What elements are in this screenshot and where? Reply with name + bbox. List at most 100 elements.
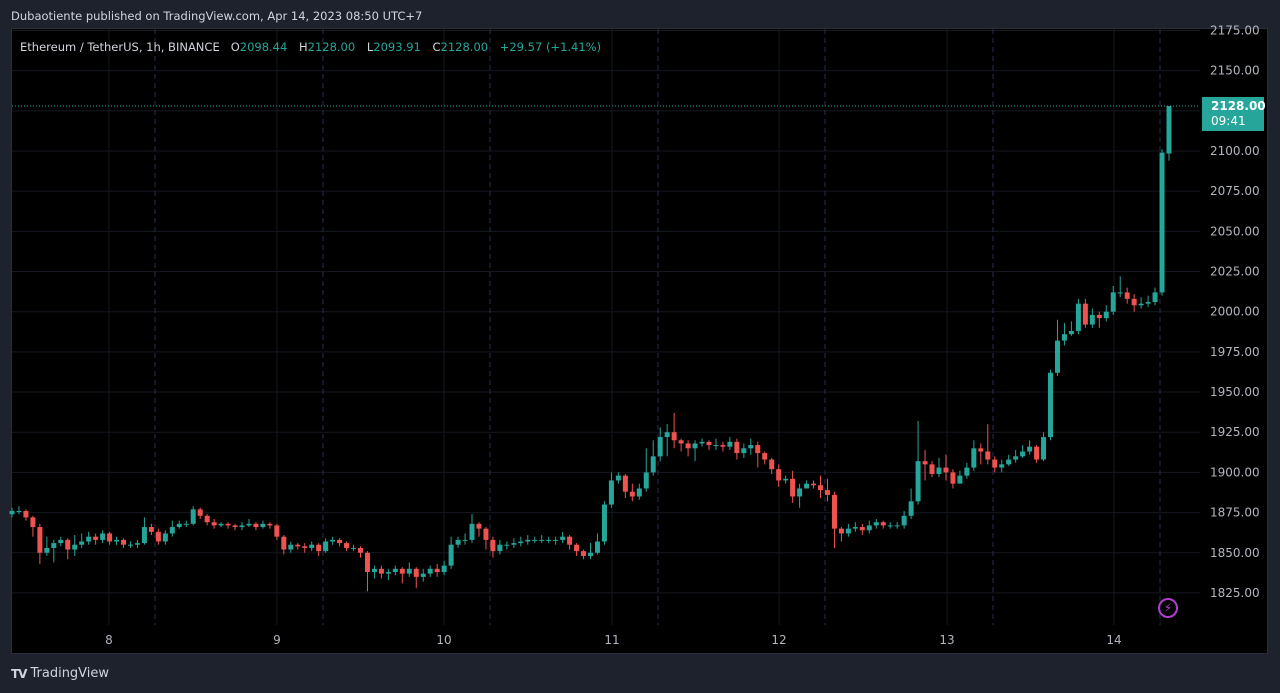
candle-body <box>427 568 433 574</box>
candle-body <box>183 523 189 525</box>
candle-body <box>490 539 496 552</box>
candle-body <box>978 448 984 452</box>
candle-body <box>44 547 50 553</box>
candle-body <box>553 539 559 541</box>
candle-body <box>253 523 259 528</box>
lightning-icon[interactable]: ⚡ <box>1158 598 1178 618</box>
candle-body <box>643 472 649 489</box>
candle-body <box>992 459 998 468</box>
candle-body <box>964 467 970 476</box>
close-key: C <box>432 40 441 54</box>
candle-body <box>985 451 991 460</box>
candle-body <box>866 525 872 531</box>
candle-body <box>901 515 907 526</box>
candle-body <box>114 539 120 542</box>
high-key: H <box>298 40 308 54</box>
high-value: 2128.00 <box>307 40 356 54</box>
candle-body <box>685 443 691 449</box>
symbol-label[interactable]: Ethereum / TetherUS, 1h, BINANCE <box>20 40 220 54</box>
change-value: +29.57 (+1.41%) <box>499 40 602 54</box>
candle-body <box>162 533 168 542</box>
candle-body <box>218 523 224 526</box>
candle-body <box>720 445 726 447</box>
candle-body <box>1068 330 1074 335</box>
candle-body <box>615 475 621 481</box>
time-tick-label: 9 <box>273 633 281 647</box>
candle-body <box>58 539 64 544</box>
close-value: 2128.00 <box>440 40 489 54</box>
candle-body <box>692 443 698 449</box>
candle-body <box>608 480 614 505</box>
logo-mark: TV <box>11 666 28 681</box>
candle-body <box>323 541 329 552</box>
candle-body <box>525 539 531 542</box>
published-caption: Dubaotiente published on TradingView.com… <box>11 9 423 23</box>
candle-body <box>462 539 468 541</box>
candle-body <box>915 461 921 502</box>
candle-body <box>190 509 196 524</box>
candle-body <box>448 544 454 566</box>
candle-body <box>629 491 635 497</box>
candle-body <box>406 568 412 574</box>
candle-body <box>337 539 343 544</box>
candle-body <box>1152 292 1158 303</box>
last-price: 2128.00 <box>1211 99 1266 113</box>
price-tick-label: 1950.00 <box>1210 385 1260 399</box>
candle-body <box>518 541 524 544</box>
candle-body <box>1006 459 1012 465</box>
candle-body <box>232 525 238 528</box>
candle-body <box>741 448 747 454</box>
candle-body <box>894 525 900 527</box>
candle-body <box>176 523 182 528</box>
candle-body <box>1166 106 1172 154</box>
candle-body <box>197 509 203 516</box>
candle-body <box>1013 456 1019 460</box>
candle-body <box>818 485 824 491</box>
price-tick-label: 2175.00 <box>1210 23 1260 37</box>
candle-body <box>148 527 154 532</box>
candle-body <box>497 544 503 552</box>
candle-body <box>797 488 803 497</box>
candle-body <box>622 475 628 492</box>
candle-body <box>636 488 642 497</box>
candle-body <box>908 501 914 516</box>
tradingview-logo[interactable]: TV TradingView <box>11 666 109 681</box>
candle-body <box>413 568 419 577</box>
candle-body <box>420 573 426 577</box>
candle-body <box>971 448 977 468</box>
candle-body <box>274 525 280 537</box>
price-tick-label: 2000.00 <box>1210 305 1260 319</box>
candle-body <box>316 544 322 552</box>
candle-body <box>748 445 754 449</box>
candle-body <box>204 515 210 523</box>
candle-body <box>127 544 133 546</box>
price-tick-label: 1900.00 <box>1210 465 1260 479</box>
candle-body <box>1034 446 1040 460</box>
candle-body <box>441 565 447 573</box>
candle-body <box>650 456 656 473</box>
candle-body <box>880 522 886 526</box>
candle-body <box>678 440 684 444</box>
candle-body <box>790 478 796 497</box>
candle-body <box>357 547 363 553</box>
time-tick-label: 14 <box>1106 633 1121 647</box>
candle-body <box>804 483 810 489</box>
candle-body <box>1061 334 1067 341</box>
candle-body <box>560 536 566 540</box>
candle-body <box>392 568 398 573</box>
candle-body <box>9 510 15 515</box>
candle-body <box>1138 303 1144 306</box>
candle-body <box>23 510 29 518</box>
candle-body <box>65 539 71 550</box>
candle-body <box>657 437 663 457</box>
candle-body <box>1145 302 1151 304</box>
candle-body <box>51 543 57 548</box>
candle-body <box>1048 372 1054 438</box>
candle-body <box>476 523 482 529</box>
candle-body <box>37 527 43 553</box>
candle-body <box>1020 451 1026 457</box>
candle-body <box>734 441 740 454</box>
candle-body <box>594 541 600 553</box>
candle-body <box>351 547 357 549</box>
